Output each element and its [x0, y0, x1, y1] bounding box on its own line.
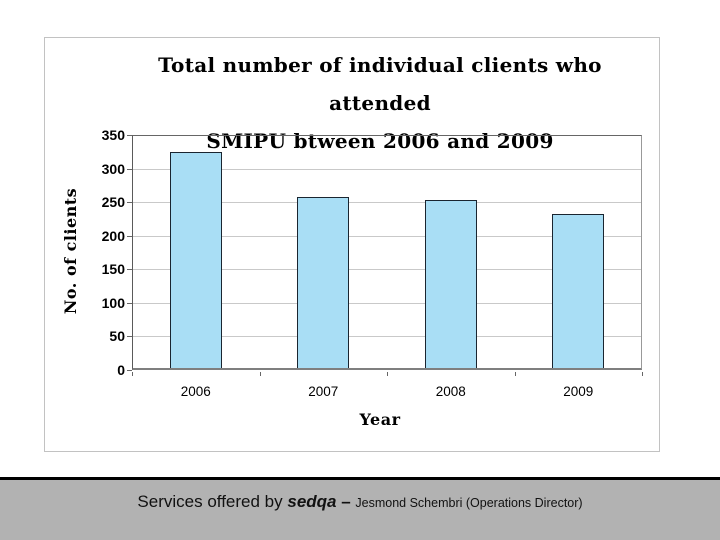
- x-axis-label-2007: 2007: [308, 384, 339, 399]
- gridline: [132, 302, 642, 304]
- y-axis-tick: [127, 302, 132, 304]
- bar-2009: [552, 213, 605, 370]
- x-axis-title: Year: [359, 410, 401, 429]
- bar-2006: [169, 151, 222, 370]
- y-axis-tick: [127, 168, 132, 170]
- x-axis-label-2006: 2006: [180, 384, 211, 399]
- y-axis-tick: [127, 202, 132, 204]
- chart-title: Total number of individual clients who a…: [125, 46, 635, 160]
- bar-2008: [424, 200, 477, 370]
- y-axis-tick-label: 100: [101, 294, 125, 311]
- gridline: [132, 168, 642, 170]
- y-axis-tick: [127, 135, 132, 136]
- bar-2007: [297, 197, 350, 370]
- x-axis-tick: [642, 372, 643, 376]
- x-axis-tick: [132, 372, 133, 376]
- y-axis-tick: [127, 336, 132, 338]
- footer-brand: sedqa: [287, 492, 337, 511]
- chart-container: Total number of individual clients who a…: [44, 37, 660, 452]
- footer-separator: –: [336, 492, 356, 511]
- y-axis-tick-label: 200: [101, 227, 125, 244]
- gridline: [132, 202, 642, 204]
- x-axis-tick: [514, 372, 516, 376]
- chart-title-line-2: SMIPU btween 2006 and 2009: [206, 129, 554, 153]
- gridline: [132, 336, 642, 338]
- y-axis-tick-label: 300: [101, 160, 125, 177]
- y-axis-tick-label: 350: [101, 127, 125, 143]
- gridline: [132, 235, 642, 237]
- x-axis-tick: [259, 372, 261, 376]
- y-axis-tick-label: 150: [101, 261, 125, 278]
- footer-bar: Services offered by sedqa – Jesmond Sche…: [0, 477, 720, 540]
- y-axis-tick: [127, 235, 132, 237]
- x-axis-label-2008: 2008: [435, 384, 466, 399]
- x-axis-label-2009: 2009: [563, 384, 594, 399]
- footer-caption: Services offered by sedqa – Jesmond Sche…: [0, 492, 720, 512]
- y-axis-tick: [127, 370, 132, 371]
- footer-credit: Jesmond Schembri (Operations Director): [355, 496, 583, 510]
- y-axis-tick-label: 250: [101, 194, 125, 211]
- x-axis-tick: [387, 372, 388, 376]
- y-axis-tick: [127, 269, 132, 271]
- chart-title-line-1: Total number of individual clients who a…: [158, 53, 602, 115]
- footer-prefix: Services offered by: [137, 492, 288, 511]
- gridline: [132, 269, 642, 271]
- y-axis-tick-label: 50: [109, 328, 125, 345]
- y-axis-title: No. of clients: [61, 187, 80, 315]
- y-axis-tick-label: 0: [117, 362, 125, 378]
